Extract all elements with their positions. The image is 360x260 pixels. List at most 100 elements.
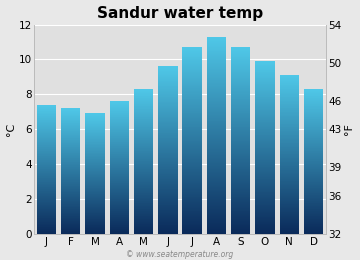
- Bar: [304, 206, 323, 207]
- Bar: [85, 124, 105, 125]
- Bar: [279, 127, 299, 128]
- Bar: [37, 150, 56, 151]
- Bar: [183, 205, 202, 206]
- Bar: [207, 137, 226, 138]
- Bar: [255, 171, 275, 172]
- Bar: [37, 161, 56, 162]
- Bar: [255, 175, 275, 176]
- Bar: [207, 70, 226, 71]
- Bar: [183, 180, 202, 181]
- Bar: [37, 158, 56, 159]
- Bar: [304, 114, 323, 115]
- Bar: [183, 107, 202, 108]
- Bar: [231, 207, 251, 208]
- Bar: [61, 204, 81, 205]
- Bar: [255, 188, 275, 189]
- Bar: [85, 232, 105, 233]
- Bar: [37, 194, 56, 195]
- Bar: [279, 89, 299, 90]
- Bar: [304, 98, 323, 99]
- Bar: [61, 142, 81, 143]
- Bar: [207, 121, 226, 122]
- Bar: [279, 132, 299, 133]
- Bar: [109, 130, 129, 131]
- Bar: [134, 187, 153, 188]
- Bar: [109, 215, 129, 216]
- Bar: [207, 73, 226, 74]
- Bar: [61, 115, 81, 116]
- Bar: [231, 223, 251, 224]
- Bar: [183, 106, 202, 107]
- Bar: [134, 142, 153, 143]
- Bar: [85, 217, 105, 218]
- Bar: [183, 54, 202, 55]
- Bar: [183, 134, 202, 135]
- Bar: [85, 190, 105, 191]
- Bar: [207, 48, 226, 49]
- Bar: [183, 200, 202, 201]
- Bar: [255, 228, 275, 229]
- Bar: [183, 68, 202, 69]
- Bar: [183, 82, 202, 83]
- Bar: [61, 138, 81, 139]
- Bar: [158, 114, 177, 115]
- Bar: [61, 162, 81, 163]
- Bar: [109, 106, 129, 107]
- Bar: [134, 199, 153, 200]
- Bar: [207, 42, 226, 43]
- Bar: [304, 207, 323, 208]
- Bar: [61, 195, 81, 196]
- Bar: [304, 165, 323, 166]
- Bar: [37, 133, 56, 134]
- Bar: [255, 213, 275, 214]
- Bar: [207, 166, 226, 167]
- Bar: [37, 107, 56, 108]
- Bar: [255, 64, 275, 66]
- Bar: [304, 129, 323, 130]
- Bar: [134, 172, 153, 173]
- Bar: [279, 148, 299, 149]
- Bar: [183, 186, 202, 187]
- Bar: [134, 151, 153, 152]
- Bar: [279, 115, 299, 116]
- Bar: [37, 132, 56, 133]
- Bar: [207, 193, 226, 194]
- Bar: [37, 125, 56, 126]
- Bar: [279, 205, 299, 206]
- Bar: [134, 116, 153, 117]
- Bar: [279, 77, 299, 78]
- Bar: [183, 178, 202, 179]
- Bar: [85, 146, 105, 147]
- Bar: [109, 204, 129, 205]
- Bar: [134, 201, 153, 202]
- Bar: [207, 64, 226, 65]
- Bar: [37, 178, 56, 179]
- Bar: [109, 143, 129, 144]
- Bar: [231, 230, 251, 231]
- Bar: [279, 219, 299, 220]
- Bar: [183, 194, 202, 195]
- Bar: [255, 103, 275, 104]
- Bar: [183, 152, 202, 153]
- Bar: [183, 230, 202, 231]
- Bar: [85, 211, 105, 212]
- Bar: [304, 164, 323, 165]
- Bar: [183, 211, 202, 212]
- Bar: [134, 232, 153, 233]
- Bar: [207, 59, 226, 60]
- Bar: [109, 115, 129, 116]
- Bar: [279, 79, 299, 80]
- Bar: [158, 162, 177, 163]
- Bar: [158, 170, 177, 171]
- Bar: [183, 129, 202, 130]
- Bar: [134, 133, 153, 134]
- Bar: [183, 149, 202, 150]
- Bar: [304, 191, 323, 192]
- Bar: [158, 181, 177, 182]
- Bar: [61, 120, 81, 121]
- Bar: [207, 105, 226, 106]
- Bar: [183, 104, 202, 105]
- Bar: [37, 114, 56, 115]
- Bar: [85, 224, 105, 225]
- Bar: [207, 116, 226, 118]
